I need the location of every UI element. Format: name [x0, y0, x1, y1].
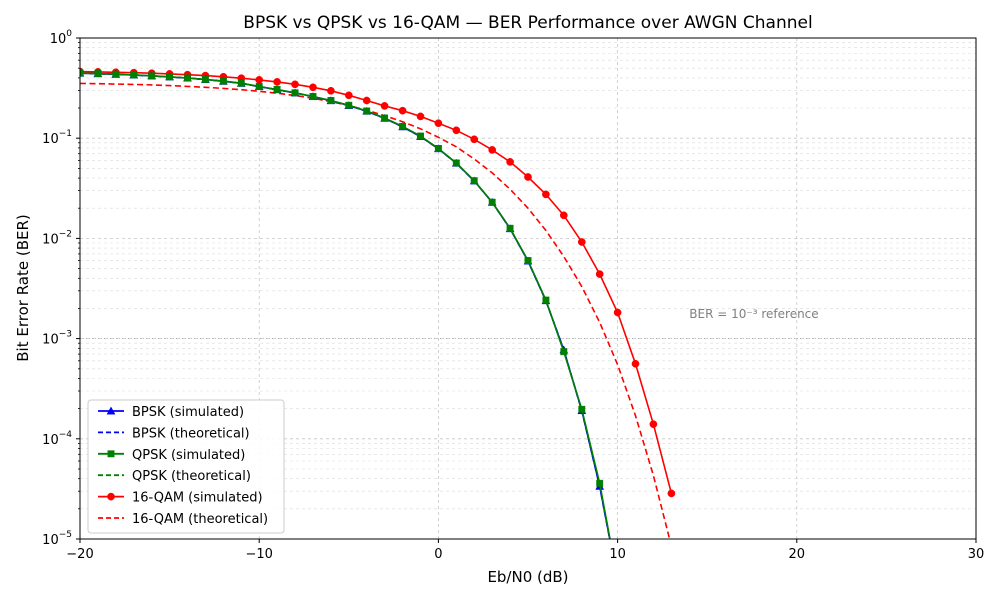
- data-point: [560, 348, 568, 356]
- y-tick-label: 10−2: [42, 229, 72, 247]
- y-tick-label: 100: [50, 29, 73, 47]
- data-point: [255, 83, 263, 90]
- legend-label: QPSK (simulated): [132, 448, 245, 463]
- tick-layer: −20 −10 0 10 20 30 100 10−1 10−2 10−3 10−4 10−5: [42, 29, 984, 562]
- y-tick-label: 10−4: [42, 430, 72, 448]
- legend-marker: [107, 492, 115, 501]
- data-point: [273, 86, 281, 93]
- data-point: [327, 97, 335, 104]
- x-tick-label: 30: [968, 547, 985, 562]
- data-point: [434, 119, 443, 128]
- x-tick-label: 0: [434, 547, 442, 562]
- data-point: [291, 89, 299, 97]
- x-tick-label: 20: [789, 547, 806, 562]
- data-point: [488, 146, 497, 154]
- legend-marker: [106, 406, 116, 415]
- data-point: [380, 102, 389, 110]
- data-point: [237, 79, 245, 87]
- legend-item: 16-QAM (theoretical): [98, 512, 268, 527]
- series-layer: [80, 67, 676, 539]
- data-point: [309, 93, 317, 100]
- data-point: [667, 489, 676, 498]
- data-point: [649, 420, 658, 429]
- data-point: [613, 308, 622, 317]
- legend-item: BPSK (simulated): [98, 405, 244, 420]
- legend-label: 16-QAM (theoretical): [132, 512, 268, 527]
- data-point: [363, 107, 371, 115]
- data-point: [291, 80, 299, 89]
- legend-label: BPSK (theoretical): [132, 426, 250, 441]
- y-tick-label: 10−5: [42, 530, 72, 548]
- legend-label: BPSK (simulated): [132, 405, 244, 420]
- grid-layer: [79, 38, 977, 540]
- data-point: [452, 126, 461, 135]
- data-point: [345, 101, 353, 109]
- data-point: [417, 132, 424, 140]
- x-axis-title: Eb/N0 (dB): [487, 568, 568, 586]
- data-point: [542, 190, 550, 199]
- data-point: [273, 78, 281, 86]
- x-tick-label: −20: [66, 547, 93, 562]
- data-point: [578, 405, 586, 413]
- legend-box: [87, 399, 285, 534]
- series-qpsk-simulated-: [80, 69, 611, 539]
- data-point: [398, 106, 407, 115]
- data-point: [631, 359, 640, 368]
- data-point: [130, 71, 138, 79]
- data-point: [470, 177, 478, 185]
- data-point: [416, 112, 425, 121]
- x-tick-label: −10: [245, 547, 272, 562]
- data-point: [506, 158, 514, 166]
- data-point: [94, 70, 102, 78]
- data-point: [577, 238, 586, 246]
- reference-annotation: BER = 10⁻³ reference: [689, 307, 818, 321]
- legend-item: QPSK (theoretical): [98, 469, 251, 484]
- series-line: [80, 70, 673, 494]
- data-point: [112, 70, 120, 78]
- data-point: [488, 198, 496, 206]
- series-line: [80, 82, 671, 539]
- data-point: [219, 77, 227, 85]
- legend-marker: [107, 450, 115, 458]
- data-point: [184, 74, 191, 82]
- data-point: [559, 211, 568, 220]
- data-point: [309, 83, 317, 92]
- data-point: [362, 96, 371, 105]
- data-point: [434, 145, 442, 152]
- data-point: [327, 86, 335, 95]
- data-point: [166, 73, 174, 81]
- data-point: [344, 91, 353, 100]
- data-point: [524, 173, 532, 181]
- legend-item: 16-QAM (simulated): [98, 491, 263, 506]
- y-tick-label: 10−3: [42, 330, 72, 348]
- data-point: [595, 270, 604, 278]
- y-tick-label: 10−1: [42, 129, 72, 147]
- legend-item: BPSK (theoretical): [98, 426, 250, 441]
- data-point: [148, 72, 156, 80]
- legend: BPSK (simulated) BPSK (theoretical) QPSK (…: [87, 399, 285, 534]
- data-point: [399, 122, 407, 130]
- data-point: [452, 159, 460, 167]
- data-point: [506, 224, 514, 232]
- series-16-qam-theoretical-: [80, 82, 671, 539]
- data-point: [596, 479, 604, 487]
- data-point: [470, 135, 479, 144]
- legend-label: QPSK (theoretical): [132, 469, 251, 484]
- legend-label: 16-QAM (simulated): [132, 491, 263, 506]
- y-axis-title: Bit Error Rate (BER): [14, 214, 32, 362]
- data-point: [524, 257, 532, 265]
- x-tick-label: 10: [609, 547, 626, 562]
- legend-item: QPSK (simulated): [98, 448, 245, 463]
- data-point: [201, 75, 209, 83]
- data-point: [381, 114, 389, 122]
- data-point: [542, 296, 550, 304]
- plot-frame: [79, 37, 977, 540]
- chart-title: BPSK vs QPSK vs 16-QAM — BER Performance…: [243, 13, 812, 33]
